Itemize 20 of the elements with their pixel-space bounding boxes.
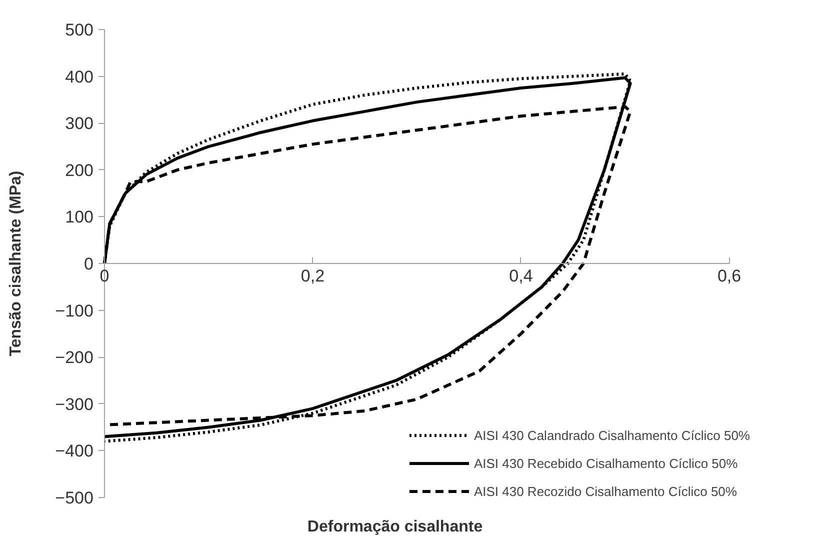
x-axis-title: Deformação cisalhante (307, 518, 483, 536)
y-tick-label: 200 (65, 160, 94, 180)
y-tick-label: −100 (55, 301, 94, 320)
y-tick-label: 0 (84, 254, 94, 274)
y-tick-label: −200 (55, 348, 94, 368)
x-tick-label: 0,2 (300, 266, 325, 286)
y-tick-label: −500 (55, 488, 94, 508)
y-tick-label: 500 (65, 20, 94, 40)
x-tick-label: 0 (100, 266, 110, 286)
y-tick-label: 400 (65, 67, 94, 86)
y-tick-label: 100 (65, 208, 94, 227)
x-tick-label: 0,4 (509, 266, 533, 286)
legend-label: AISI 430 Recozido Cisalhamento Cíclico 50% (474, 484, 737, 498)
y-axis-title: Tensão cisalhante (MPa) (8, 170, 24, 356)
legend-label: AISI 430 Recebido Cisalhamento Cíclico 50% (474, 456, 738, 470)
y-tick-label: −300 (55, 394, 94, 414)
y-tick-label: −400 (55, 442, 94, 461)
legend-label: AISI 430 Calandrado Cisalhamento Cíclico 50% (474, 428, 750, 442)
y-tick-label: 300 (65, 114, 94, 134)
x-tick-label: 0,6 (717, 266, 742, 286)
